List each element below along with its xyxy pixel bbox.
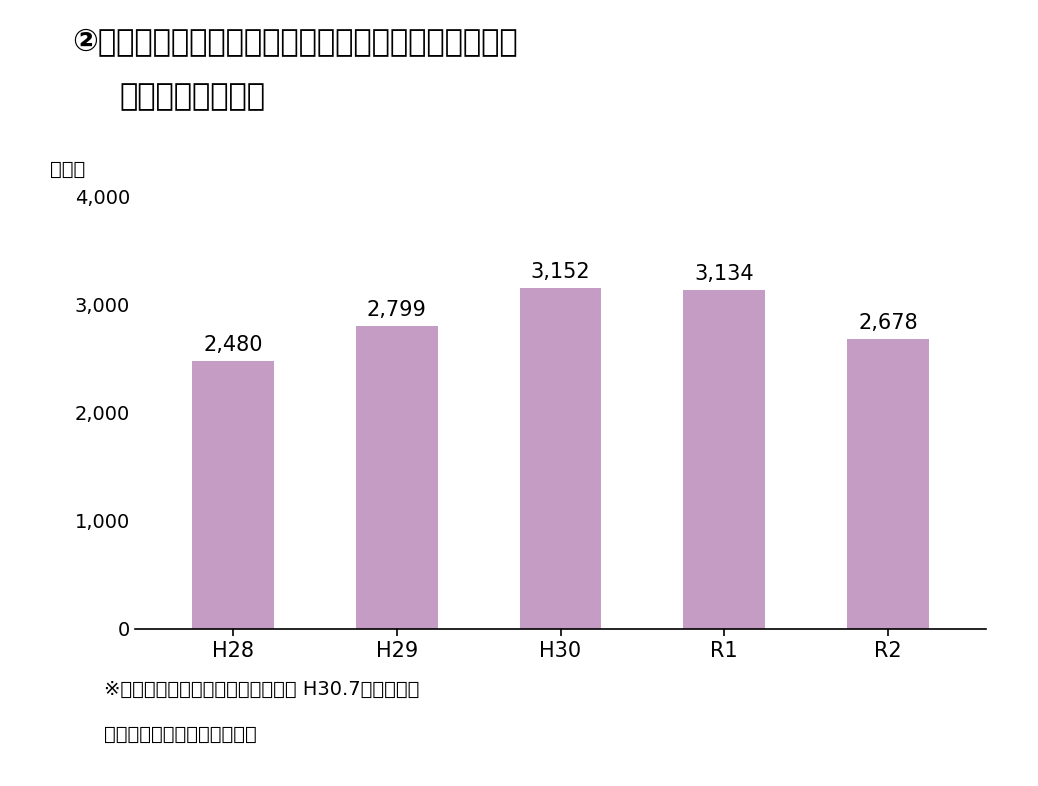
Text: 文化芸術活動件数: 文化芸術活動件数: [119, 83, 266, 112]
Text: ※八戸まちなか広場「マチニワ」は H30.7月オープン: ※八戸まちなか広場「マチニワ」は H30.7月オープン: [104, 680, 419, 699]
Text: （件）: （件）: [50, 160, 85, 179]
Bar: [520, 288, 601, 629]
Text: 資料：八戸市（各年度集計）: 資料：八戸市（各年度集計）: [104, 725, 256, 744]
Text: 2,799: 2,799: [366, 300, 427, 321]
Text: 3,152: 3,152: [530, 263, 591, 282]
Text: 2,480: 2,480: [203, 335, 263, 354]
Bar: [192, 361, 274, 629]
Text: 2,678: 2,678: [858, 314, 918, 333]
Text: 3,134: 3,134: [694, 264, 754, 285]
Bar: [683, 290, 765, 629]
Text: ②「はっち」及び「マチニワ」における市民等主催の: ②「はっち」及び「マチニワ」における市民等主催の: [73, 28, 518, 57]
Bar: [847, 340, 929, 629]
Bar: [356, 326, 438, 629]
